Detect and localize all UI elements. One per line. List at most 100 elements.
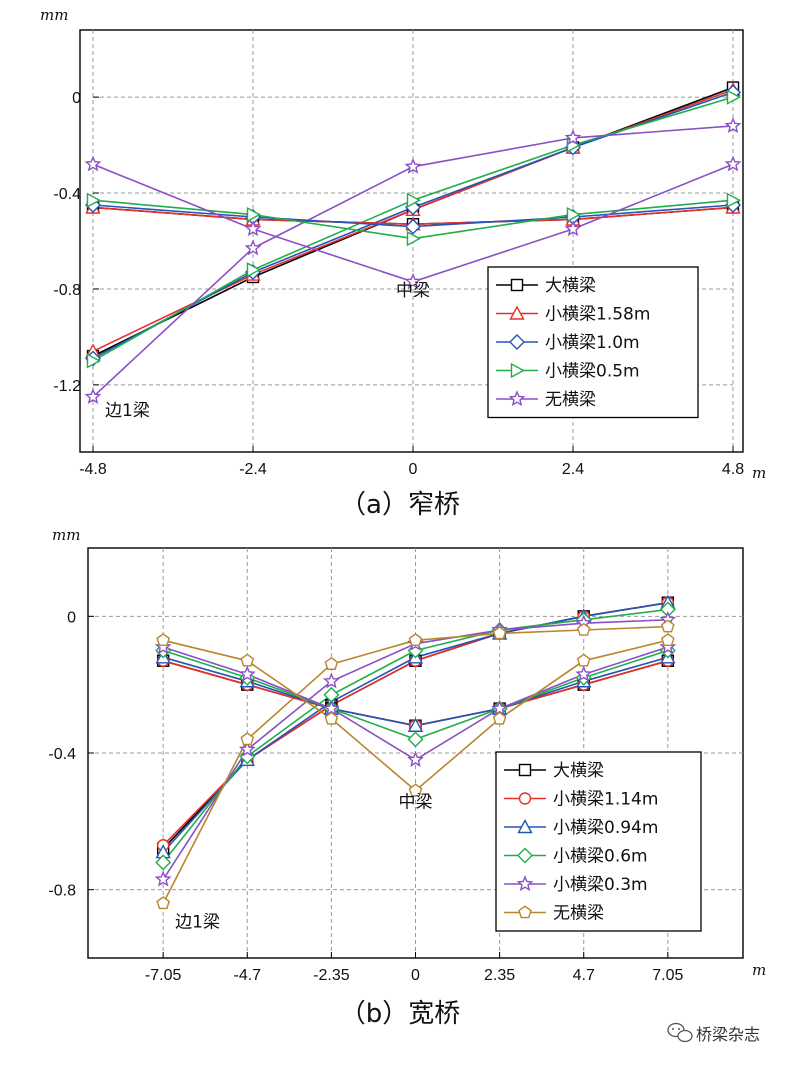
chart-a-y-tick-label: -0.8 bbox=[53, 282, 81, 299]
chart-b-data-point bbox=[408, 633, 423, 647]
chart-a-legend-label: 大横梁 bbox=[545, 276, 596, 296]
chart-a-data-point bbox=[564, 220, 582, 237]
chart-b-data-point bbox=[575, 665, 593, 682]
chart-b-x-tick-label: 4.7 bbox=[573, 967, 595, 984]
chart-a-legend-swatch-marker bbox=[509, 305, 525, 320]
chart-b-data-point bbox=[492, 626, 507, 640]
chart-a-y-unit: mm bbox=[40, 6, 68, 24]
chart-a-caption: （a）窄桥 bbox=[340, 490, 460, 520]
chart-b-y-tick-label: -0.8 bbox=[48, 883, 76, 900]
chart-a-data-point bbox=[726, 89, 741, 105]
chart-a: mm m -4.8 -2.4 0 2.4 4.80-0.4-0.8-1.2 中梁边1梁 … bbox=[40, 6, 766, 520]
chart-b-x-tick-label: 0 bbox=[411, 967, 420, 984]
chart-a-data-point bbox=[84, 155, 102, 172]
chart-a-y-tick-label: -1.2 bbox=[53, 378, 81, 395]
chart-b-legend-swatch-marker bbox=[517, 819, 533, 834]
chart-b-data-point bbox=[154, 870, 172, 887]
chart-b-legend-swatch-marker bbox=[518, 763, 532, 777]
chart-a-legend-label: 小横梁1.58m bbox=[545, 305, 650, 325]
chart-a-data-point bbox=[406, 230, 421, 247]
chart-a-data-point bbox=[406, 192, 421, 208]
chart-a-series bbox=[84, 81, 742, 404]
chart-a-x-tick-label: -4.8 bbox=[79, 461, 107, 478]
chart-b-ticks: -7.05 -4.7 -2.35 0 2.35 4.7 7.05 0 -0.4 -0.8 bbox=[48, 609, 683, 984]
chart-a-data-point bbox=[246, 262, 261, 278]
chart-a-data-point bbox=[246, 206, 261, 223]
chart-b: mm m -7.05 -4.7 -2.35 0 2.35 4.7 7.05 0 -0.4 -0.8… bbox=[48, 526, 766, 1029]
chart-a-data-point bbox=[86, 192, 101, 208]
chart-b-data-point bbox=[576, 653, 591, 667]
chart-b-data-point bbox=[661, 619, 675, 633]
chart-b-data-point bbox=[240, 653, 255, 667]
chart-a-data-point bbox=[726, 192, 741, 208]
chart-b-legend-label: 小横梁1.14m bbox=[553, 790, 658, 810]
chart-b-data-point bbox=[238, 740, 256, 757]
chart-b-data-point bbox=[661, 633, 675, 647]
chart-b-legend-label: 小横梁0.6m bbox=[553, 847, 648, 867]
chart-b-data-point bbox=[238, 665, 256, 682]
chart-b-annotation: 边1梁 bbox=[175, 912, 220, 932]
chart-a-annotation: 边1梁 bbox=[105, 401, 150, 421]
chart-b-x-tick-label: 7.05 bbox=[652, 967, 683, 984]
chart-b-data-point bbox=[324, 711, 339, 725]
chart-b-x-tick-label: 2.35 bbox=[484, 967, 515, 984]
watermark-text: 桥梁杂志 bbox=[696, 1025, 760, 1044]
chart-b-annotation: 中梁 bbox=[399, 793, 433, 813]
chart-a-legend-swatch-marker bbox=[510, 278, 524, 292]
chart-b-data-point bbox=[156, 896, 170, 910]
chart-b-data-point bbox=[659, 638, 677, 655]
chart-b-data-point bbox=[407, 717, 424, 732]
chart-b-data-point bbox=[407, 751, 424, 767]
chart-b-data-point bbox=[576, 622, 591, 636]
chart-a-legend-swatch-marker bbox=[508, 390, 526, 407]
chart-a-data-point bbox=[566, 206, 581, 223]
chart-b-x-tick-label: -4.7 bbox=[233, 967, 261, 984]
chart-a-data-point bbox=[404, 157, 422, 174]
chart-b-data-point bbox=[408, 783, 423, 797]
chart-b-data-point bbox=[240, 732, 255, 746]
chart-a-legend-label: 小横梁1.0m bbox=[545, 333, 640, 353]
chart-b-data-point bbox=[155, 854, 172, 871]
chart-a-legend-swatch-marker bbox=[510, 362, 525, 379]
chart-a-data-point bbox=[84, 388, 102, 404]
chart-b-y-tick-label: 0 bbox=[67, 609, 76, 626]
chart-a-x-tick-label: 4.8 bbox=[722, 461, 744, 478]
chart-a-data-point bbox=[86, 353, 101, 369]
chart-a-data-point bbox=[405, 218, 421, 235]
wechat-icon bbox=[667, 1022, 693, 1043]
chart-b-data-point bbox=[322, 672, 340, 689]
chart-a-data-point bbox=[244, 220, 262, 237]
chart-b-y-unit: mm bbox=[52, 526, 80, 544]
chart-b-legend-label: 大横梁 bbox=[553, 761, 604, 781]
chart-a-y-tick-label: -0.4 bbox=[53, 186, 81, 203]
chart-b-x-tick-label: -2.35 bbox=[313, 967, 350, 984]
chart-b-legend-label: 小横梁0.94m bbox=[553, 818, 658, 838]
chart-b-data-point bbox=[154, 638, 172, 655]
chart-b-data-point bbox=[324, 657, 339, 670]
chart-a-ticks: -4.8 -2.4 0 2.4 4.8 0 -0.4 -0.8 -1.2 bbox=[53, 90, 744, 478]
chart-a-x-tick-label: -2.4 bbox=[239, 461, 267, 478]
chart-a-x-unit: m bbox=[752, 464, 766, 482]
chart-b-legend-swatch-marker bbox=[517, 847, 533, 864]
chart-a-data-point bbox=[404, 272, 422, 289]
chart-b-legend-label: 无横梁 bbox=[553, 904, 604, 924]
chart-a-legend-label: 无横梁 bbox=[545, 390, 596, 410]
chart-b-legend-swatch-marker bbox=[516, 875, 534, 892]
chart-a-data-point bbox=[564, 129, 582, 146]
chart-b-legend-swatch-marker bbox=[518, 905, 532, 919]
chart-a-y-tick-label: 0 bbox=[72, 90, 81, 107]
watermark: 桥梁杂志 bbox=[667, 1022, 760, 1044]
chart-b-data-point bbox=[407, 731, 424, 748]
chart-b-data-point bbox=[492, 711, 507, 725]
chart-a-legend-swatch-marker bbox=[509, 334, 525, 350]
chart-b-legend-label: 小横梁0.3m bbox=[553, 875, 648, 895]
chart-a-x-tick-label: 0 bbox=[409, 461, 418, 478]
chart-a-data-point bbox=[724, 117, 742, 134]
chart-a-annotation: 中梁 bbox=[396, 281, 430, 301]
chart-a-x-tick-label: 2.4 bbox=[562, 461, 584, 478]
chart-a-data-point bbox=[724, 155, 742, 172]
